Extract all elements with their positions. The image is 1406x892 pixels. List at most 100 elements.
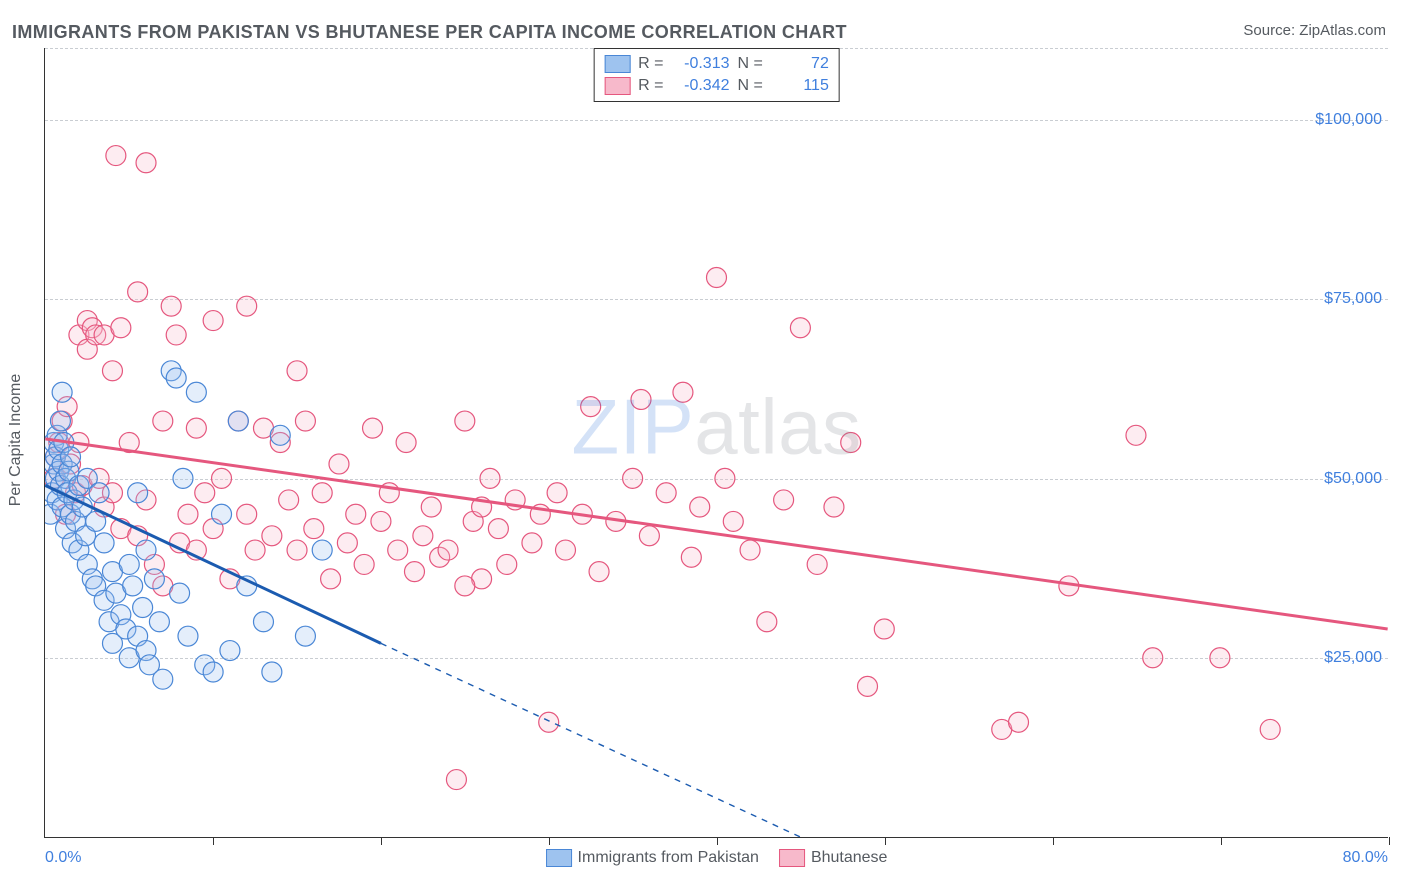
data-point — [119, 554, 139, 574]
legend-stats-box: R = -0.313 N = 72 R = -0.342 N = 115 — [593, 48, 840, 102]
data-point — [149, 612, 169, 632]
trend-line — [45, 439, 1387, 629]
data-point — [136, 540, 156, 560]
data-point — [354, 554, 374, 574]
data-point — [723, 511, 743, 531]
data-point — [178, 504, 198, 524]
data-point — [413, 526, 433, 546]
y-axis-label: Per Capita Income — [7, 374, 25, 507]
x-tick — [381, 837, 382, 845]
data-point — [228, 411, 248, 431]
data-point — [253, 612, 273, 632]
data-point — [89, 483, 109, 503]
data-point — [639, 526, 659, 546]
legend-stat-row: R = -0.313 N = 72 — [604, 53, 829, 75]
data-point — [287, 361, 307, 381]
data-point — [212, 468, 232, 488]
data-point — [321, 569, 341, 589]
data-point — [1009, 712, 1029, 732]
data-point — [237, 504, 257, 524]
data-point — [170, 583, 190, 603]
legend-swatch — [546, 849, 572, 867]
data-point — [186, 382, 206, 402]
data-point — [1126, 425, 1146, 445]
data-point — [166, 325, 186, 345]
r-value: -0.313 — [672, 53, 730, 75]
data-point — [790, 318, 810, 338]
data-point — [329, 454, 349, 474]
legend-label: Bhutanese — [811, 849, 888, 867]
r-label: R = — [638, 53, 663, 75]
data-point — [539, 712, 559, 732]
data-point — [1260, 719, 1280, 739]
x-tick — [549, 837, 550, 845]
chart-area: ZIPatlas R = -0.313 N = 72 R = -0.342 N … — [44, 48, 1388, 838]
data-point — [346, 504, 366, 524]
data-point — [388, 540, 408, 560]
data-point — [262, 662, 282, 682]
r-value: -0.342 — [672, 75, 730, 97]
n-value: 72 — [771, 53, 829, 75]
data-point — [173, 468, 193, 488]
data-point — [404, 562, 424, 582]
legend-stat-row: R = -0.342 N = 115 — [604, 75, 829, 97]
data-point — [161, 296, 181, 316]
data-point — [841, 433, 861, 453]
data-point — [438, 540, 458, 560]
source-credit: Source: ZipAtlas.com — [1243, 22, 1386, 39]
data-point — [690, 497, 710, 517]
data-point — [50, 411, 70, 431]
legend-item: Immigrants from Pakistan — [546, 849, 759, 867]
data-point — [245, 540, 265, 560]
data-point — [858, 676, 878, 696]
data-point — [455, 576, 475, 596]
legend-series: Immigrants from Pakistan Bhutanese — [546, 849, 888, 867]
data-point — [1210, 648, 1230, 668]
x-tick — [1389, 837, 1390, 845]
data-point — [295, 626, 315, 646]
data-point — [270, 425, 290, 445]
x-tick — [717, 837, 718, 845]
data-point — [136, 153, 156, 173]
data-point — [153, 669, 173, 689]
data-point — [824, 497, 844, 517]
data-point — [673, 382, 693, 402]
data-point — [774, 490, 794, 510]
data-point — [203, 311, 223, 331]
data-point — [337, 533, 357, 553]
data-point — [279, 490, 299, 510]
data-point — [304, 519, 324, 539]
legend-swatch — [604, 55, 630, 73]
data-point — [128, 483, 148, 503]
legend-label: Immigrants from Pakistan — [578, 849, 759, 867]
data-point — [455, 411, 475, 431]
data-point — [707, 268, 727, 288]
x-tick — [885, 837, 886, 845]
data-point — [166, 368, 186, 388]
data-point — [111, 318, 131, 338]
data-point — [86, 511, 106, 531]
data-point — [237, 296, 257, 316]
x-tick — [213, 837, 214, 845]
data-point — [212, 504, 232, 524]
data-point — [396, 433, 416, 453]
data-point — [715, 468, 735, 488]
data-point — [178, 626, 198, 646]
source-label: Source: — [1243, 22, 1295, 39]
data-point — [446, 770, 466, 790]
data-point — [581, 397, 601, 417]
data-point — [371, 511, 391, 531]
chart-title: IMMIGRANTS FROM PAKISTAN VS BHUTANESE PE… — [12, 22, 847, 43]
data-point — [757, 612, 777, 632]
data-point — [556, 540, 576, 560]
legend-swatch — [604, 77, 630, 95]
x-axis-min-label: 0.0% — [45, 849, 81, 867]
data-point — [262, 526, 282, 546]
source-name: ZipAtlas.com — [1299, 22, 1386, 39]
data-point — [488, 519, 508, 539]
data-point — [522, 533, 542, 553]
scatter-plot-svg — [45, 48, 1388, 837]
data-point — [186, 418, 206, 438]
legend-item: Bhutanese — [779, 849, 888, 867]
data-point — [312, 540, 332, 560]
